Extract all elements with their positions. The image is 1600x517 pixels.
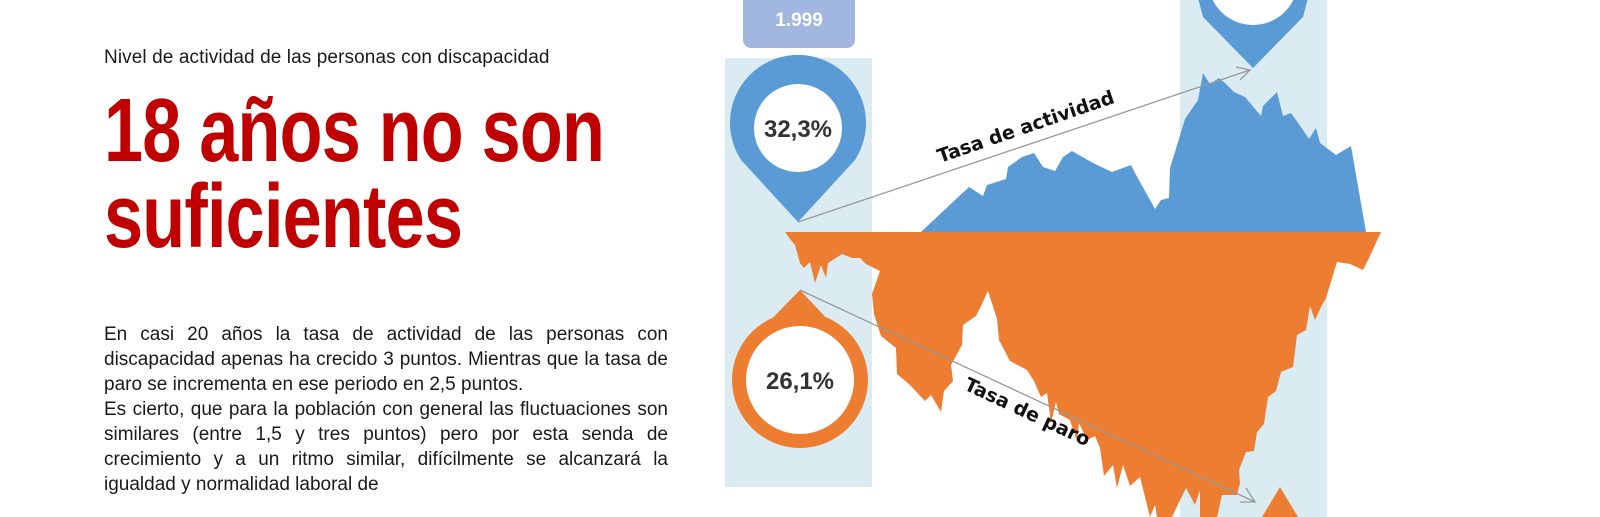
title-line-2: suficientes: [104, 167, 463, 267]
paragraph-1: En casi 20 años la tasa de actividad de …: [104, 324, 668, 395]
activity-start-value: 32,3%: [764, 116, 832, 143]
activity-label: Tasa de actividad: [934, 86, 1117, 167]
unemployment-trend-arrow: [799, 289, 1257, 503]
paragraph-2: Es cierto, que para la población con gen…: [104, 399, 668, 495]
activity-area: [921, 73, 1366, 232]
unemployment-end-pin: [1262, 487, 1298, 517]
activity-trend-arrow: [797, 66, 1252, 223]
page-title: 18 años no son suficientes: [104, 81, 605, 267]
activity-end-pin: [1198, 0, 1308, 68]
title-line-1: 18 años no son: [104, 81, 605, 181]
unemployment-start-pin: 26,1%: [732, 290, 868, 448]
unemployment-area: [785, 232, 1381, 517]
chart-subtitle: Nivel de actividad de las personas con d…: [104, 47, 550, 68]
unemployment-start-value: 26,1%: [766, 368, 834, 395]
year-badge: 1.999: [743, 0, 855, 48]
activity-start-pin: 32,3%: [730, 54, 866, 222]
body-text: En casi 20 años la tasa de actividad de …: [104, 322, 668, 497]
